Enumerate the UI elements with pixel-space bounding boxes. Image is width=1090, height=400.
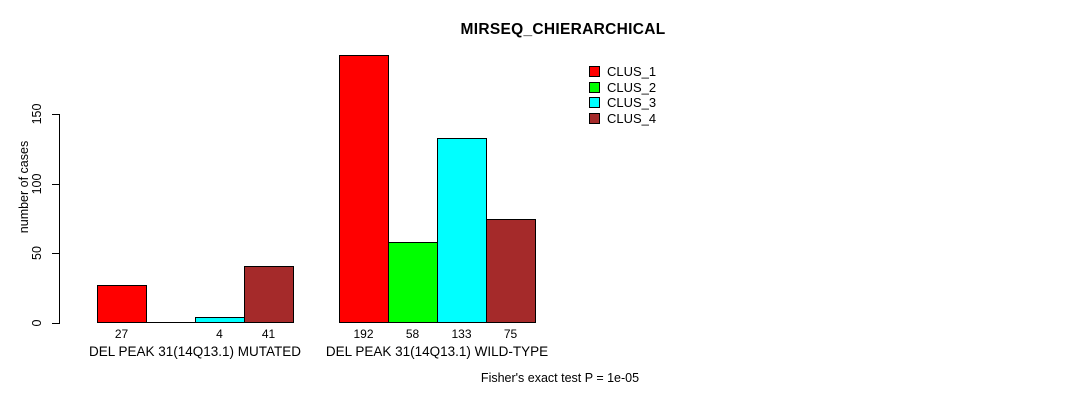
bar-value-label: 41 (261, 327, 276, 341)
legend: CLUS_1 CLUS_2 CLUS_3 CLUS_4 (589, 64, 709, 136)
bar-clus_1-group2 (339, 55, 389, 323)
bar-value-label: 27 (114, 327, 129, 341)
x-axis-group-label: DEL PEAK 31(14Q13.1) MUTATED (88, 344, 302, 359)
bar-clus_2-group1 (146, 322, 196, 323)
y-tick-mark (52, 323, 59, 324)
y-tick-label: 0 (30, 319, 44, 327)
bar-clus_4-group1 (244, 266, 294, 323)
legend-label: CLUS_4 (607, 110, 657, 126)
y-axis-label: number of cases (17, 140, 31, 234)
bar-clus_2-group2 (388, 242, 438, 323)
legend-label: CLUS_2 (607, 79, 657, 95)
annotation-text: Fisher's exact test P = 1e-05 (480, 371, 640, 385)
bar-value-label: 192 (353, 327, 374, 341)
bar-value-label: 75 (503, 327, 518, 341)
bar-value-label: 4 (216, 327, 223, 341)
legend-swatch-clus_3 (589, 97, 600, 108)
legend-label: CLUS_3 (607, 95, 657, 110)
y-tick-mark (52, 253, 59, 254)
bar-value-label: 58 (405, 327, 420, 341)
y-tick-mark (52, 114, 59, 115)
bar-clus_4-group2 (486, 219, 536, 323)
legend-label: CLUS_1 (607, 64, 657, 79)
legend-swatch-clus_2 (589, 81, 600, 93)
y-tick-label: 100 (30, 173, 44, 195)
y-tick-label: 50 (30, 246, 44, 260)
chart-title: MIRSEQ_CHIERARCHICAL (460, 21, 666, 38)
y-tick-label: 150 (30, 103, 44, 125)
legend-swatch-clus_1 (589, 66, 600, 77)
y-axis-line (59, 114, 60, 324)
bar-clus_3-group1 (195, 317, 245, 323)
y-tick-mark (52, 184, 59, 185)
bar-value-label: 133 (451, 327, 472, 341)
bar-clus_3-group2 (437, 138, 487, 323)
legend-swatch-clus_4 (589, 112, 600, 124)
bar-clus_1-group1 (97, 285, 147, 323)
x-axis-group-label: DEL PEAK 31(14Q13.1) WILD-TYPE (325, 344, 549, 359)
